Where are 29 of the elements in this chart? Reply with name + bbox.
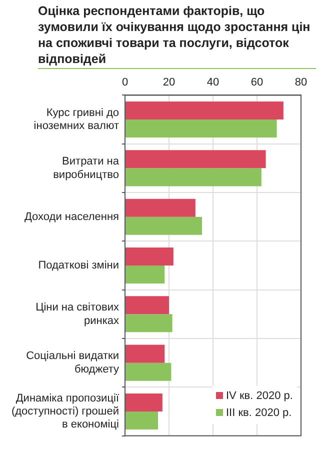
y-tick-label: Доходи населення <box>24 210 120 223</box>
bar <box>126 247 174 266</box>
legend-label: IV кв. 2020 р. <box>225 388 293 404</box>
y-tick-label: Податкові зміни <box>38 260 119 272</box>
bar <box>126 120 277 138</box>
bar <box>126 393 162 412</box>
x-tick-label: 80 <box>294 76 308 89</box>
bar <box>126 314 172 332</box>
x-tick-label: 0 <box>122 76 128 89</box>
y-tick-label: Витрати на виробництво <box>53 156 120 181</box>
bar <box>126 296 169 314</box>
x-tick-label: 40 <box>206 76 220 89</box>
y-tick-label: Ціни на світових ринках <box>36 302 120 327</box>
x-tick-label: 20 <box>162 76 176 89</box>
x-tick-label: 60 <box>250 76 264 89</box>
bar <box>126 102 284 120</box>
legend-label: III кв. 2020 р. <box>225 406 293 421</box>
bar <box>126 150 266 168</box>
y-tick-label: Динаміка пропозиції (доступності) грошей в економіці <box>11 392 119 431</box>
bar <box>126 216 202 235</box>
bar <box>126 198 196 217</box>
chart-title: Оцінка респондентами факторів, що зумовили їх очікування щодо зростання цін на споживчі товари та послуги, відсоток відповідей <box>38 3 312 67</box>
bar <box>126 344 165 363</box>
bar <box>126 362 172 381</box>
y-tick-label: Соціальні видатки бюджету <box>26 350 120 376</box>
y-tick-label: Курс гривні до іноземних валют <box>34 106 119 132</box>
bar <box>126 411 158 430</box>
bar <box>126 266 165 284</box>
bar <box>126 168 262 186</box>
